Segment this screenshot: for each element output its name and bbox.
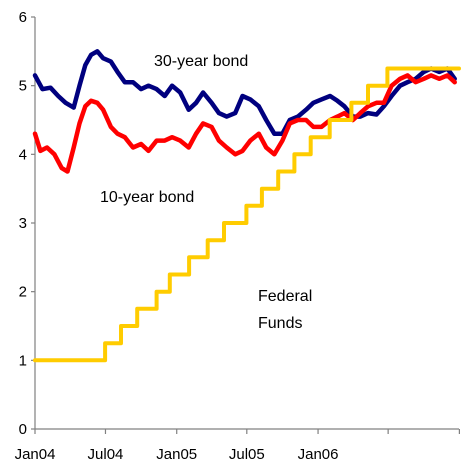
- x-tick-label: Jul04: [88, 446, 124, 463]
- series-line-federal-funds: [33, 66, 461, 363]
- series-lines: [32, 49, 461, 363]
- x-tick-label: Jan06: [298, 446, 339, 463]
- x-tick-label: Jul05: [229, 446, 265, 463]
- annotation-30-year-bond: 30-year bond: [154, 53, 248, 70]
- series-line-30-year-bond: [32, 49, 457, 136]
- y-tick-label: 2: [19, 284, 27, 301]
- x-ticks: Jan04 Jul04 Jan05 Jul05 Jan06: [15, 429, 460, 463]
- x-tick-label: Jan04: [15, 446, 56, 463]
- annotation-federal: Federal: [258, 288, 312, 305]
- y-tick-label: 0: [19, 421, 27, 438]
- y-ticks: 0 1 2 3 4 5 6: [19, 9, 35, 438]
- y-tick-label: 4: [19, 146, 27, 163]
- y-tick-label: 6: [19, 9, 27, 26]
- y-tick-label: 5: [19, 78, 27, 95]
- x-tick-label: Jan05: [156, 446, 197, 463]
- annotation-funds: Funds: [258, 315, 302, 332]
- y-tick-label: 3: [19, 215, 27, 232]
- annotation-10-year-bond: 10-year bond: [100, 189, 194, 206]
- y-tick-label: 1: [19, 352, 27, 369]
- series-line-10-year-bond: [32, 73, 457, 174]
